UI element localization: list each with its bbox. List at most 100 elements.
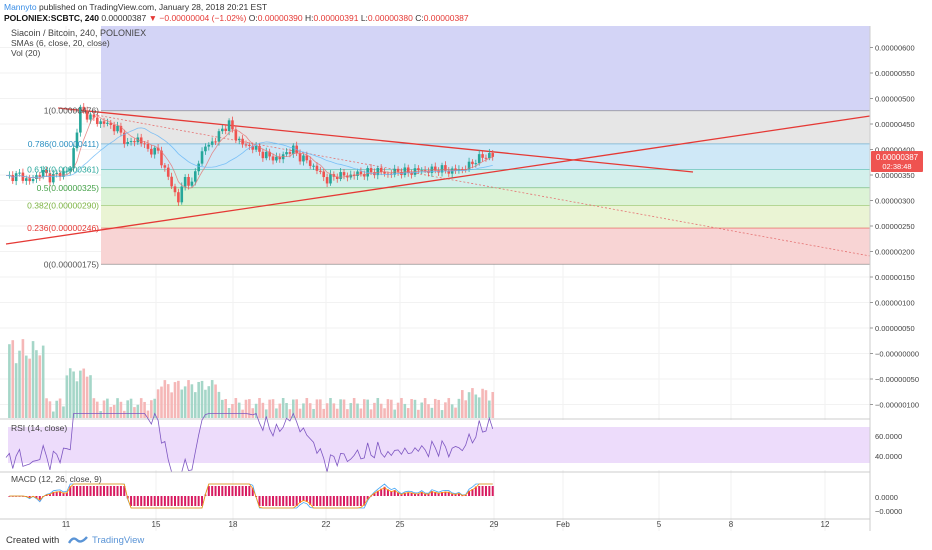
- volume-bar: [24, 355, 28, 418]
- candle-body: [244, 144, 248, 146]
- volume-bar: [68, 368, 72, 418]
- macd-histogram-bar: [38, 496, 41, 501]
- candle-body: [227, 120, 231, 131]
- volume-bar: [454, 407, 457, 418]
- volume-bar: [474, 394, 478, 418]
- candle-body: [166, 167, 170, 177]
- macd-histogram-bar: [187, 496, 190, 506]
- candle-body: [335, 176, 339, 180]
- x-tick-label: Feb: [556, 520, 570, 529]
- macd-histogram-bar: [430, 491, 433, 496]
- macd-histogram-bar: [363, 496, 366, 506]
- price-badge-timer: 02:38:48: [882, 162, 911, 171]
- candle-body: [376, 167, 380, 176]
- fib-level-label: 0.786(0.00000411): [28, 139, 99, 149]
- fib-zone: [101, 143, 870, 170]
- fib-level-label: 0.236(0.00000246): [27, 223, 99, 233]
- macd-histogram-bar: [224, 486, 227, 496]
- price-chart[interactable]: 1(0.00000476) 0.786(0.00000411) 0.618(0.00…: [0, 26, 932, 531]
- volume-bar: [254, 403, 258, 418]
- tradingview-brand[interactable]: TradingView: [92, 535, 145, 546]
- candle-body: [177, 192, 180, 203]
- volume-bar: [38, 355, 42, 418]
- candle-body: [82, 106, 86, 111]
- macd-histogram-bar: [410, 492, 413, 496]
- candle-body: [129, 141, 133, 143]
- macd-histogram-bar: [275, 496, 278, 506]
- candle-body: [68, 168, 72, 171]
- volume-bar: [430, 407, 434, 418]
- fib-zones: [101, 26, 870, 265]
- last-price-badge: 0.00000387 02:38:48: [871, 151, 923, 172]
- candle-body: [160, 150, 163, 166]
- candle-body: [325, 177, 329, 184]
- candle-body: [139, 137, 143, 144]
- macd-histogram-bar: [96, 486, 99, 496]
- volume-bar: [112, 404, 116, 418]
- sma-20-line: [5, 127, 493, 178]
- volume-bar: [248, 399, 251, 418]
- price-badge-bg: [871, 151, 923, 172]
- volume-bar: [72, 371, 75, 418]
- macd-histogram-bar: [441, 492, 444, 496]
- volume-bar: [237, 402, 241, 418]
- macd-histogram-bar: [424, 493, 427, 496]
- author-link[interactable]: Mannyto: [4, 2, 37, 12]
- volume-bar: [193, 392, 197, 418]
- macd-histogram-bar: [278, 496, 281, 506]
- fib-level-label: 0.5(0.00000325): [37, 183, 100, 193]
- candle-body: [106, 122, 109, 124]
- volume-bar: [251, 408, 255, 418]
- macd-histogram-bar: [248, 486, 251, 496]
- volume-bar: [170, 392, 173, 418]
- volume-bar: [400, 398, 403, 418]
- macd-histogram-bar: [136, 496, 139, 506]
- candle-body: [72, 148, 75, 169]
- candle-body: [488, 153, 491, 159]
- macd-histogram-bar: [407, 492, 410, 496]
- candle-body: [248, 144, 251, 146]
- macd-histogram-bar: [261, 496, 264, 506]
- volume-bar: [264, 409, 268, 418]
- volume-bar: [18, 350, 21, 418]
- volume-bar: [417, 409, 420, 418]
- macd-histogram-bar: [184, 496, 187, 506]
- candle-body: [454, 168, 457, 171]
- macd-histogram-bar: [478, 486, 481, 496]
- candle-body: [298, 153, 302, 162]
- macd-histogram-bar: [413, 493, 416, 496]
- macd-histogram-bar: [390, 491, 393, 496]
- legend-sma: SMAs (6, close, 20, close): [11, 38, 110, 48]
- volume-bar: [329, 398, 332, 418]
- volume-bar: [373, 402, 376, 418]
- time-axis: 11 15 18 22 25 29 Feb 5 8 12: [0, 518, 870, 529]
- volume-bar: [305, 398, 309, 418]
- candle-body: [339, 172, 342, 180]
- candle-body: [356, 171, 359, 176]
- candle-body: [221, 128, 224, 132]
- volume-bar: [332, 403, 336, 418]
- y-tick-label: 0.00000450: [875, 120, 915, 129]
- candle-body: [292, 145, 295, 154]
- price-change: −0.00000004 (−1.02%): [159, 13, 247, 23]
- volume-bar: [471, 388, 474, 418]
- volume-bar: [156, 389, 160, 418]
- macd-histogram-bar: [106, 486, 109, 496]
- candle-body: [406, 167, 410, 173]
- macd-histogram-bar: [194, 496, 197, 506]
- macd-histogram-bar: [207, 486, 210, 496]
- macd-histogram-bar: [133, 496, 136, 506]
- candle-body: [383, 172, 386, 174]
- volume-bar: [177, 380, 180, 418]
- legend-rsi: RSI (14, close): [11, 423, 67, 433]
- candle-body: [471, 161, 474, 165]
- volume-bar: [65, 375, 69, 418]
- volume-bar: [160, 386, 163, 418]
- macd-histogram-bar: [299, 496, 302, 503]
- macd-histogram-bar: [174, 496, 176, 506]
- candle-body: [305, 155, 309, 161]
- macd-histogram-bar: [231, 486, 234, 496]
- candle-body: [254, 146, 258, 150]
- resistance-trendline: [57, 107, 694, 173]
- volume-bar: [8, 344, 11, 418]
